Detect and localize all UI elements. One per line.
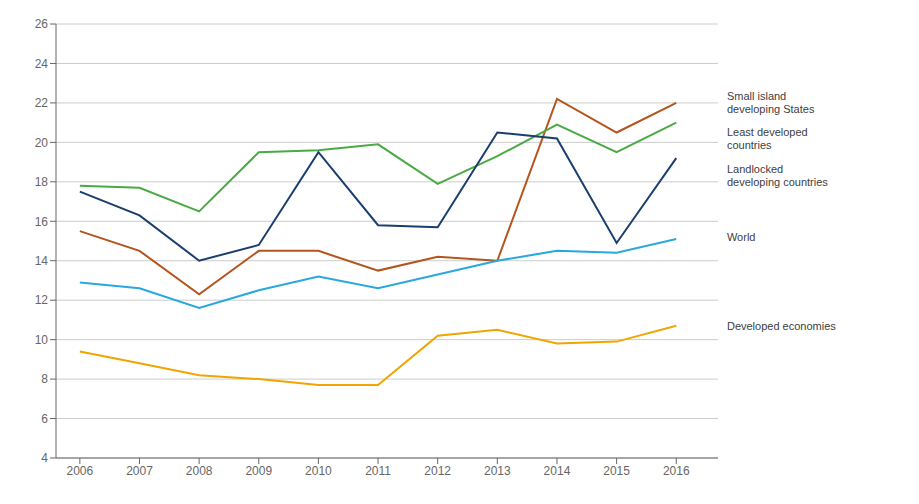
svg-text:16: 16 xyxy=(35,215,49,229)
svg-text:24: 24 xyxy=(35,57,49,71)
svg-text:Small islanddeveloping States: Small islanddeveloping States xyxy=(727,90,815,115)
svg-text:2008: 2008 xyxy=(186,464,213,478)
svg-text:2014: 2014 xyxy=(544,464,571,478)
svg-text:2016: 2016 xyxy=(663,464,690,478)
svg-text:2006: 2006 xyxy=(67,464,94,478)
svg-text:4: 4 xyxy=(41,451,48,465)
svg-text:2010: 2010 xyxy=(305,464,332,478)
svg-text:2012: 2012 xyxy=(424,464,451,478)
svg-text:6: 6 xyxy=(41,412,48,426)
svg-text:14: 14 xyxy=(35,254,49,268)
svg-text:2007: 2007 xyxy=(126,464,153,478)
svg-text:Least developedcountries: Least developedcountries xyxy=(727,126,808,151)
svg-text:26: 26 xyxy=(35,17,49,31)
svg-text:20: 20 xyxy=(35,136,49,150)
svg-text:2011: 2011 xyxy=(365,464,391,478)
svg-text:2015: 2015 xyxy=(603,464,630,478)
svg-text:2009: 2009 xyxy=(245,464,272,478)
svg-text:18: 18 xyxy=(35,175,49,189)
svg-text:8: 8 xyxy=(41,372,48,386)
svg-text:10: 10 xyxy=(35,333,49,347)
svg-text:12: 12 xyxy=(35,293,49,307)
svg-text:World: World xyxy=(727,231,756,243)
svg-text:Landlockeddeveloping countries: Landlockeddeveloping countries xyxy=(727,163,828,188)
svg-text:22: 22 xyxy=(35,96,49,110)
svg-text:2013: 2013 xyxy=(484,464,511,478)
svg-text:Developed economies: Developed economies xyxy=(727,320,836,332)
